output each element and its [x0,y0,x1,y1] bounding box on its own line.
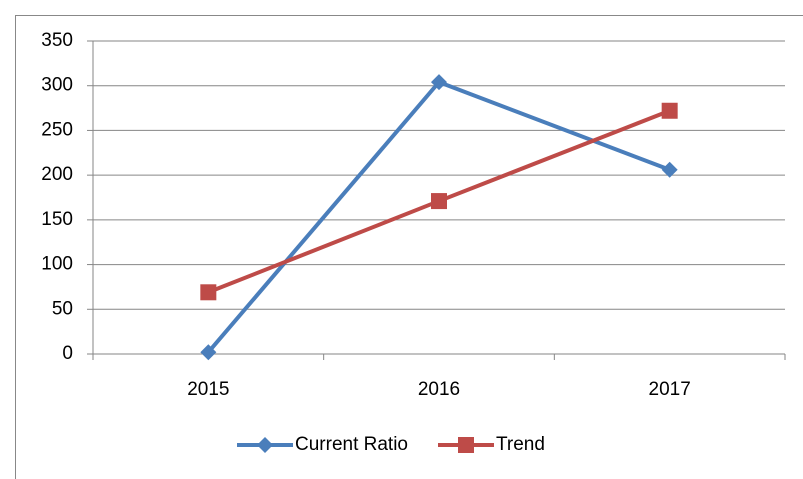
y-tick-label: 350 [41,30,73,51]
point [200,344,217,361]
y-tick-label: 50 [52,298,73,319]
chart-border [15,15,803,479]
legend-marker [257,437,273,453]
point [431,74,447,91]
legend-label: Trend [496,434,545,455]
y-tick-label: 300 [41,75,73,96]
legend-label: Current Ratio [295,434,408,455]
x-tick-label: 2015 [187,379,229,400]
y-tick-label: 100 [41,254,73,275]
point [200,284,217,301]
point [431,193,447,210]
x-tick-label: 2016 [418,379,460,400]
x-tick-label: 2017 [649,379,691,400]
y-tick-label: 200 [41,164,73,185]
y-tick-label: 150 [41,209,73,230]
y-tick-label: 250 [41,119,73,140]
point [661,102,678,119]
y-tick-label: 0 [62,343,73,364]
legend-marker [458,437,474,453]
point [661,161,678,178]
